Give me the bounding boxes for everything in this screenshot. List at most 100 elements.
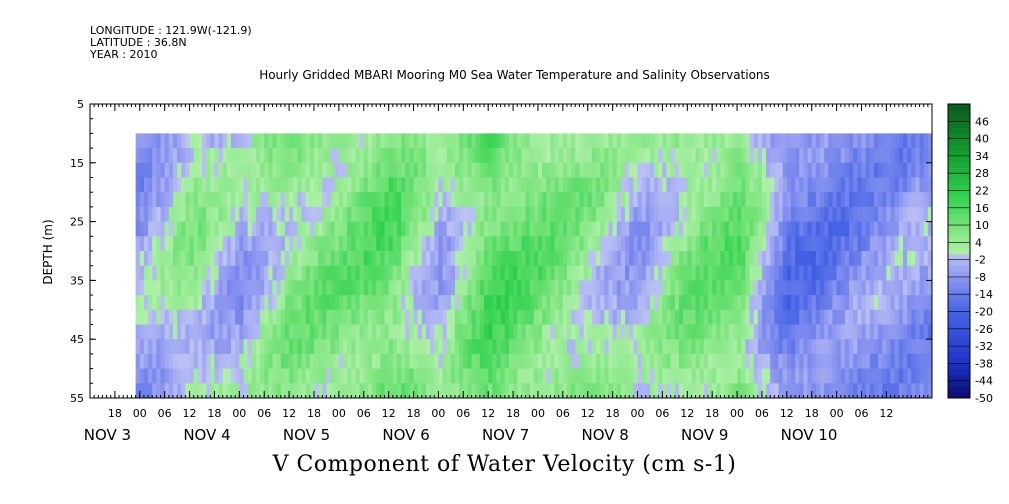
- heatmap-cell: [392, 133, 398, 149]
- heatmap-cell: [911, 177, 917, 193]
- heatmap-cell: [666, 206, 672, 223]
- heatmap-cell: [533, 309, 539, 326]
- heatmap-cell: [596, 133, 601, 149]
- heatmap-cell: [708, 251, 713, 267]
- heatmap-cell: [919, 236, 925, 252]
- x-hour-label: 12: [680, 407, 694, 420]
- heatmap-cell: [272, 148, 278, 164]
- heatmap-cell: [197, 265, 203, 281]
- heatmap-cell: [239, 162, 245, 179]
- heatmap-cell: [181, 295, 186, 311]
- heatmap-cell: [297, 280, 303, 296]
- heatmap-cell: [351, 324, 357, 340]
- heatmap-cell: [757, 324, 763, 340]
- heatmap-cell: [674, 133, 680, 149]
- heatmap-cell: [197, 221, 203, 237]
- heatmap-cell: [907, 206, 912, 223]
- heatmap-cell: [596, 221, 601, 237]
- heatmap-cell: [268, 295, 274, 311]
- heatmap-cell: [313, 339, 319, 355]
- heatmap-cell: [156, 206, 162, 223]
- heatmap-cell: [575, 265, 581, 281]
- heatmap-cell: [446, 368, 452, 384]
- heatmap-cell: [143, 280, 149, 296]
- heatmap-cell: [712, 221, 717, 237]
- heatmap-cell: [861, 295, 867, 311]
- heatmap-cell: [546, 353, 552, 370]
- heatmap-cell: [347, 280, 352, 296]
- heatmap-cell: [380, 339, 386, 355]
- heatmap-cell: [774, 206, 780, 223]
- heatmap-cell: [737, 192, 742, 208]
- heatmap-cell: [459, 368, 464, 384]
- heatmap-cell: [326, 162, 332, 179]
- heatmap-cell: [139, 309, 145, 326]
- heatmap-cell: [231, 162, 236, 179]
- heatmap-cell: [193, 265, 199, 281]
- heatmap-cell: [455, 309, 460, 326]
- heatmap-cell: [484, 368, 489, 384]
- heatmap-cell: [197, 206, 203, 223]
- heatmap-cell: [799, 339, 805, 355]
- heatmap-cell: [521, 295, 527, 311]
- heatmap-cell: [571, 295, 576, 311]
- heatmap-cell: [392, 353, 398, 370]
- heatmap-cell: [790, 295, 796, 311]
- heatmap-cell: [313, 162, 319, 179]
- heatmap-cell: [608, 133, 614, 149]
- heatmap-cell: [753, 353, 759, 370]
- heatmap-cell: [923, 148, 929, 164]
- heatmap-cell: [475, 339, 481, 355]
- heatmap-cell: [459, 383, 464, 398]
- heatmap-cell: [911, 265, 917, 281]
- heatmap-cell: [902, 251, 908, 267]
- heatmap-cell: [625, 353, 630, 370]
- heatmap-cell: [620, 265, 626, 281]
- heatmap-cell: [380, 280, 386, 296]
- heatmap-cell: [716, 251, 722, 267]
- heatmap-cell: [542, 192, 547, 208]
- heatmap-cell: [297, 309, 303, 326]
- heatmap-cell: [401, 295, 406, 311]
- heatmap-cell: [745, 309, 751, 326]
- heatmap-cell: [218, 324, 224, 340]
- heatmap-cell: [546, 148, 552, 164]
- heatmap-cell: [513, 251, 518, 267]
- heatmap-cell: [251, 383, 257, 398]
- heatmap-cell: [766, 133, 771, 149]
- heatmap-cell: [330, 133, 336, 149]
- heatmap-cell: [206, 353, 211, 370]
- heatmap-cell: [521, 162, 527, 179]
- heatmap-cell: [492, 177, 498, 193]
- heatmap-cell: [550, 339, 556, 355]
- heatmap-cell: [712, 133, 717, 149]
- heatmap-cell: [844, 162, 850, 179]
- heatmap-cell: [575, 236, 581, 252]
- heatmap-cell: [197, 236, 203, 252]
- heatmap-cell: [782, 221, 788, 237]
- heatmap-cell: [932, 133, 937, 148]
- heatmap-cell: [405, 236, 410, 252]
- heatmap-cell: [761, 236, 767, 252]
- heatmap-cell: [907, 133, 912, 149]
- heatmap-cell: [517, 236, 522, 252]
- heatmap-cell: [492, 148, 498, 164]
- heatmap-cell: [504, 353, 510, 370]
- heatmap-cell: [674, 236, 680, 252]
- heatmap-cell: [849, 339, 854, 355]
- heatmap-cell: [770, 383, 775, 398]
- heatmap-cell: [135, 162, 141, 179]
- heatmap-cell: [902, 383, 908, 398]
- heatmap-cell: [247, 236, 253, 252]
- heatmap-cell: [347, 324, 352, 340]
- heatmap-cell: [517, 221, 522, 237]
- heatmap-cell: [861, 368, 867, 384]
- heatmap-cell: [799, 309, 805, 326]
- heatmap-cell: [210, 265, 216, 281]
- heatmap-cell: [384, 265, 390, 281]
- heatmap-cell: [778, 353, 784, 370]
- heatmap-cell: [168, 324, 174, 340]
- heatmap-cell: [396, 265, 402, 281]
- heatmap-cell: [836, 133, 842, 149]
- colorbar-tick-label: -2: [975, 254, 986, 267]
